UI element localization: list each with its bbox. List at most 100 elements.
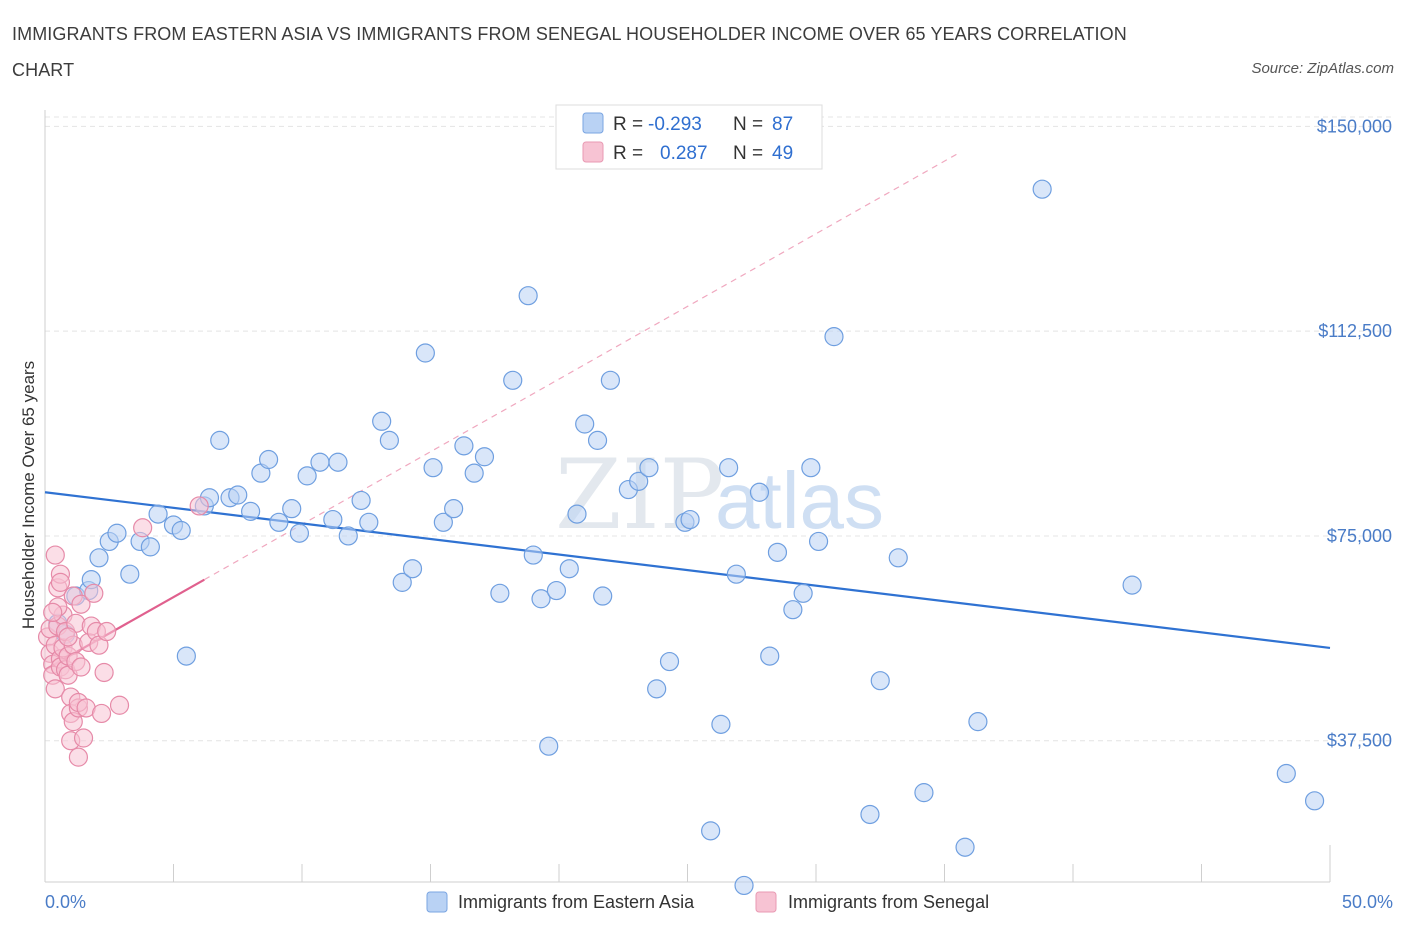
point-eastern-asia bbox=[559, 559, 579, 579]
point-eastern-asia bbox=[639, 458, 659, 478]
point-senegal bbox=[94, 662, 114, 683]
point-senegal bbox=[91, 703, 112, 724]
point-eastern-asia bbox=[783, 600, 803, 620]
point-eastern-asia bbox=[228, 485, 248, 505]
point-eastern-asia bbox=[1276, 763, 1296, 784]
point-eastern-asia bbox=[767, 542, 788, 562]
bottom-legend: Immigrants from Eastern Asia Immigrants … bbox=[426, 891, 989, 913]
point-eastern-asia bbox=[351, 490, 371, 511]
legend-n-value: 87 bbox=[772, 114, 793, 135]
series-senegal bbox=[37, 496, 209, 767]
point-eastern-asia bbox=[490, 583, 510, 603]
point-eastern-asia bbox=[546, 580, 567, 601]
y-tick-labels: $37,500 $75,000 $112,500 $150,000 bbox=[1317, 116, 1392, 750]
point-senegal bbox=[58, 627, 78, 647]
point-senegal bbox=[133, 518, 153, 538]
point-eastern-asia bbox=[176, 646, 196, 666]
bottom-legend-swatch-senegal bbox=[755, 891, 777, 913]
point-eastern-asia bbox=[323, 509, 343, 530]
point-eastern-asia bbox=[801, 458, 821, 478]
point-eastern-asia bbox=[659, 651, 680, 672]
point-eastern-asia bbox=[600, 370, 621, 390]
legend-n-value: 49 bbox=[772, 143, 793, 164]
y-tick-label: $150,000 bbox=[1317, 116, 1392, 136]
grid-lines bbox=[45, 116, 1392, 742]
point-eastern-asia bbox=[282, 499, 302, 519]
point-eastern-asia bbox=[793, 583, 813, 603]
point-eastern-asia bbox=[711, 714, 731, 734]
legend-box: R = -0.293 N = 87 R = 0.287 N = 49 bbox=[555, 104, 823, 170]
point-eastern-asia bbox=[870, 671, 890, 691]
point-senegal bbox=[45, 545, 65, 565]
point-eastern-asia bbox=[503, 370, 523, 390]
point-eastern-asia bbox=[474, 447, 495, 467]
point-eastern-asia bbox=[587, 430, 608, 450]
point-senegal bbox=[45, 679, 65, 699]
point-eastern-asia bbox=[120, 564, 140, 584]
point-eastern-asia bbox=[289, 523, 310, 543]
y-tick-label: $75,000 bbox=[1327, 526, 1392, 546]
legend-r-label: R = bbox=[613, 143, 643, 164]
point-eastern-asia bbox=[734, 875, 754, 896]
point-eastern-asia bbox=[210, 430, 230, 450]
legend-n-label: N = bbox=[733, 114, 763, 135]
chart-source: Source: ZipAtlas.com bbox=[1251, 60, 1394, 77]
legend-r-value: -0.293 bbox=[648, 114, 702, 135]
point-eastern-asia bbox=[1122, 575, 1142, 595]
point-eastern-asia bbox=[531, 589, 551, 609]
point-eastern-asia bbox=[824, 327, 844, 347]
y-axis-title: Householder Income Over 65 years bbox=[19, 361, 38, 629]
x-tick-label: 0.0% bbox=[45, 892, 86, 912]
point-eastern-asia bbox=[860, 804, 880, 825]
point-senegal bbox=[189, 496, 209, 516]
point-senegal bbox=[50, 572, 71, 592]
point-eastern-asia bbox=[749, 482, 770, 502]
point-eastern-asia bbox=[423, 458, 443, 478]
point-eastern-asia bbox=[328, 452, 348, 472]
point-eastern-asia bbox=[89, 548, 109, 568]
point-eastern-asia bbox=[539, 736, 559, 756]
point-eastern-asia bbox=[297, 466, 317, 486]
point-eastern-asia bbox=[415, 343, 435, 363]
trend-line-senegal-extension bbox=[204, 151, 961, 581]
point-eastern-asia bbox=[241, 501, 261, 521]
point-eastern-asia bbox=[258, 449, 279, 470]
point-eastern-asia bbox=[402, 559, 423, 579]
axes bbox=[44, 110, 1331, 883]
point-senegal bbox=[84, 583, 104, 603]
point-eastern-asia bbox=[647, 679, 667, 699]
data-points bbox=[37, 179, 1325, 896]
point-eastern-asia bbox=[680, 509, 700, 530]
point-eastern-asia bbox=[464, 463, 484, 483]
legend-row-eastern-asia: R = -0.293 N = 87 bbox=[582, 112, 793, 135]
point-eastern-asia bbox=[444, 499, 464, 519]
legend-n-label: N = bbox=[733, 143, 763, 164]
point-eastern-asia bbox=[392, 572, 412, 592]
point-eastern-asia bbox=[372, 411, 392, 431]
point-eastern-asia bbox=[518, 286, 538, 306]
legend-row-senegal: R = 0.287 N = 49 bbox=[582, 141, 793, 164]
point-eastern-asia bbox=[310, 452, 330, 472]
bottom-legend-label-eastern-asia: Immigrants from Eastern Asia bbox=[458, 892, 695, 912]
point-eastern-asia bbox=[701, 821, 721, 841]
point-eastern-asia bbox=[338, 526, 358, 546]
x-tick-label: 50.0% bbox=[1342, 892, 1393, 912]
point-eastern-asia bbox=[719, 458, 739, 478]
point-eastern-asia bbox=[359, 512, 379, 532]
point-eastern-asia bbox=[140, 537, 160, 557]
legend-swatch-senegal bbox=[582, 141, 604, 163]
point-eastern-asia bbox=[760, 646, 780, 666]
point-eastern-asia bbox=[1032, 179, 1052, 199]
legend-r-value: 0.287 bbox=[660, 143, 708, 164]
point-eastern-asia bbox=[523, 545, 543, 565]
watermark: ZIP atlas bbox=[555, 439, 884, 551]
point-eastern-asia bbox=[171, 520, 191, 541]
point-senegal bbox=[71, 594, 91, 614]
legend-swatch-eastern-asia bbox=[582, 112, 604, 134]
point-eastern-asia bbox=[567, 504, 587, 524]
watermark-atlas: atlas bbox=[715, 456, 884, 545]
point-eastern-asia bbox=[575, 414, 595, 434]
trend-line-eastern-asia bbox=[44, 491, 1331, 649]
bottom-legend-swatch-eastern-asia bbox=[426, 891, 448, 913]
